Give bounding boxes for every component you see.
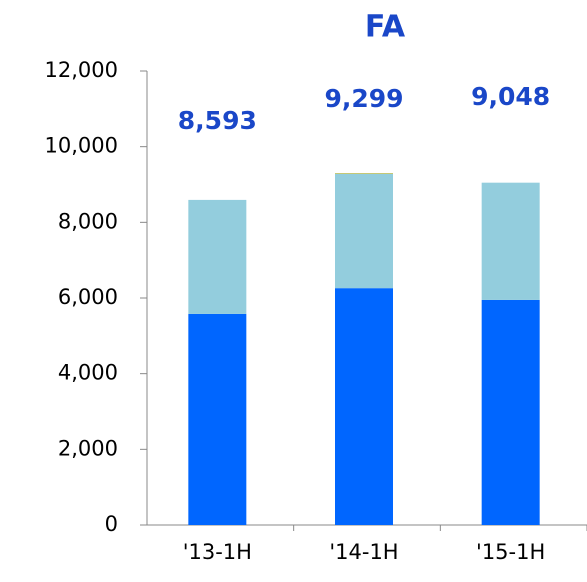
x-tick-label: '15-1H — [476, 540, 545, 564]
y-tick-label: 4,000 — [58, 361, 118, 385]
bar-segment — [481, 182, 540, 300]
x-tick-label: '14-1H — [329, 540, 398, 564]
y-tick-label: 0 — [105, 512, 118, 536]
y-tick-label: 8,000 — [58, 209, 118, 233]
bar-segment — [188, 313, 247, 525]
y-tick-label: 6,000 — [58, 285, 118, 309]
bar-segment — [188, 199, 247, 314]
total-label: 9,048 — [471, 82, 550, 111]
x-tick-label: '13-1H — [183, 540, 252, 564]
total-label: 8,593 — [178, 106, 257, 135]
bar-segment — [481, 299, 540, 525]
total-label: 9,299 — [324, 84, 403, 113]
bar-segment — [335, 173, 393, 174]
y-tick-label: 10,000 — [45, 134, 118, 158]
y-tick-label: 12,000 — [45, 58, 118, 82]
chart-title: FA — [365, 10, 406, 45]
bar-segment — [335, 173, 393, 289]
bar-segment — [335, 288, 393, 525]
y-tick-label: 2,000 — [58, 436, 118, 460]
